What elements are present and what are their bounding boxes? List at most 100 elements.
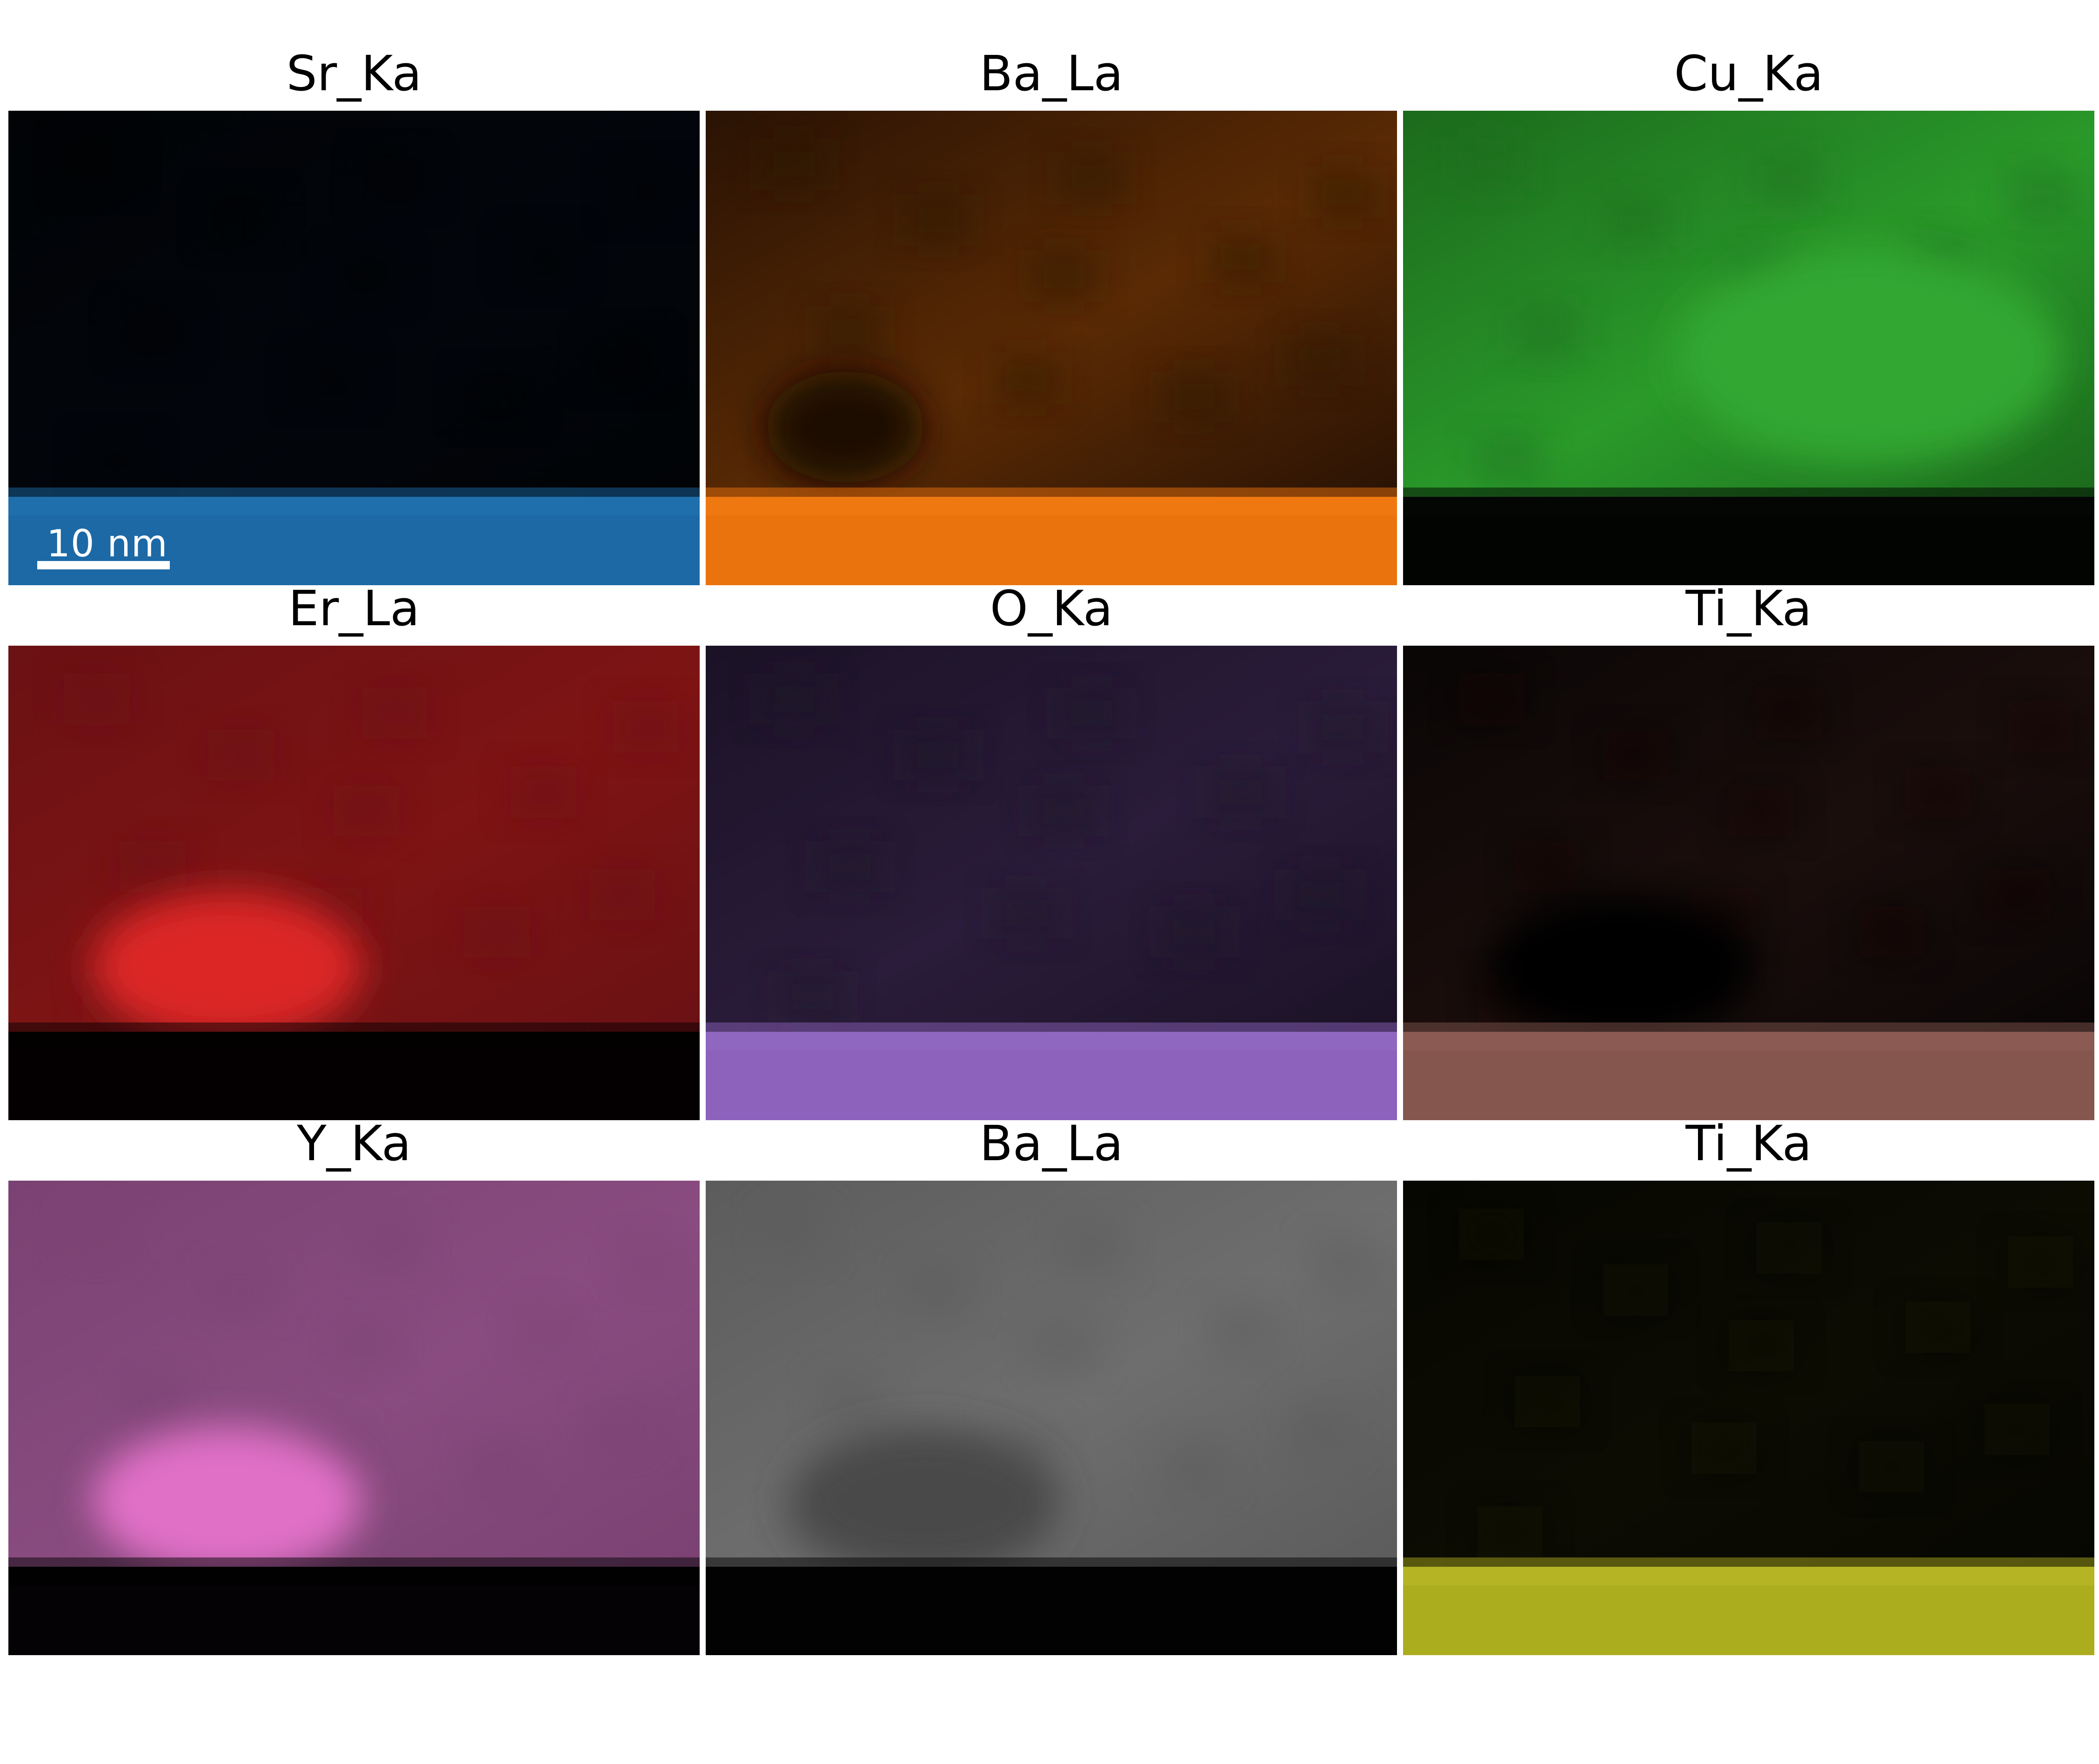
element-map-ti-ka: [1403, 1181, 2094, 1655]
scale-bar-line: [37, 561, 170, 569]
scale-bar: 10 nm: [37, 522, 172, 569]
element-map-y-ka: [8, 1181, 700, 1655]
map-texture: [1515, 841, 1580, 892]
element-map-sr-ka: [8, 111, 700, 585]
map-texture: [1477, 436, 1543, 488]
map-texture: [1905, 1302, 1971, 1353]
map-texture: [1059, 1223, 1124, 1274]
map-texture: [1287, 334, 1352, 385]
map-texture: [1757, 153, 1822, 204]
map-texture: [762, 139, 827, 190]
map-feature: [92, 1427, 362, 1576]
map-feature: [789, 1427, 1059, 1576]
map-texture: [362, 153, 427, 204]
map-texture: [464, 1441, 529, 1492]
map-texture: [1162, 906, 1227, 957]
map-texture: [83, 436, 148, 488]
substrate-band-inner: [8, 1585, 700, 1655]
map-texture: [362, 688, 427, 739]
scale-bar-label: 10 nm: [47, 522, 168, 565]
panel-title-er-la: Er_La: [288, 580, 420, 637]
map-texture: [994, 888, 1059, 939]
map-texture: [817, 306, 882, 357]
map-texture: [1031, 250, 1096, 301]
panel-title-ba-la: Ba_La: [979, 1115, 1123, 1172]
map-texture: [1287, 869, 1352, 920]
map-texture: [208, 194, 274, 246]
map-texture: [464, 371, 529, 422]
map-texture: [906, 194, 971, 246]
map-texture: [120, 1376, 185, 1427]
map-texture: [1757, 688, 1822, 739]
map-texture: [1477, 1506, 1543, 1557]
element-map-image: [8, 1181, 700, 1655]
map-texture: [334, 785, 399, 836]
element-map-ba-la: [706, 111, 1397, 585]
element-map-image: [1403, 111, 2094, 585]
panel-title-ti-ka: Ti_Ka: [1685, 1115, 1812, 1172]
element-map-image: [706, 111, 1397, 585]
map-texture: [613, 702, 678, 753]
map-texture: [334, 250, 399, 301]
map-texture: [762, 1209, 827, 1260]
map-texture: [1603, 194, 1668, 246]
element-map-cu-ka: [1403, 111, 2094, 585]
map-texture: [1459, 1209, 1524, 1260]
element-map-image: [706, 646, 1397, 1120]
map-texture: [208, 1264, 274, 1316]
map-texture: [64, 139, 129, 190]
map-texture: [1691, 1423, 1757, 1474]
map-texture: [1208, 767, 1273, 818]
element-map-image: [1403, 1181, 2094, 1655]
substrate-band-inner: [706, 1050, 1397, 1120]
panel-title-cu-ka: Cu_Ka: [1674, 45, 1824, 102]
map-texture: [2008, 702, 2073, 753]
map-texture: [1859, 1441, 1924, 1492]
map-texture: [613, 167, 678, 218]
map-texture: [590, 869, 655, 920]
panel-title-y-ka: Y_Ka: [297, 1115, 411, 1172]
element-map-image: [1403, 646, 2094, 1120]
substrate-band-inner: [706, 1585, 1397, 1655]
map-texture: [1059, 688, 1124, 739]
map-texture: [1729, 785, 1794, 836]
element-map-er-la: [8, 646, 700, 1120]
element-map-image: [8, 646, 700, 1120]
map-texture: [64, 1209, 129, 1260]
element-map-ba-la: [706, 1181, 1397, 1655]
map-texture: [1310, 167, 1376, 218]
map-texture: [817, 1376, 882, 1427]
substrate-band-inner: [8, 1050, 700, 1120]
map-texture: [464, 906, 529, 957]
map-texture: [1310, 702, 1376, 753]
element-map-o-ka: [706, 646, 1397, 1120]
map-texture: [208, 729, 274, 781]
substrate-band-inner: [1403, 515, 2094, 585]
map-texture: [780, 971, 845, 1022]
substrate-band-inner: [706, 515, 1397, 585]
map-texture: [1208, 1302, 1273, 1353]
map-texture: [590, 334, 655, 385]
map-texture: [1515, 1376, 1580, 1427]
panel-title-o-ka: O_Ka: [990, 580, 1113, 637]
map-texture: [762, 674, 827, 725]
map-texture: [1031, 785, 1096, 836]
element-map-image: [8, 111, 700, 585]
map-texture: [613, 1236, 678, 1288]
map-texture: [1162, 1441, 1227, 1492]
map-texture: [511, 1302, 576, 1353]
map-texture: [1905, 767, 1971, 818]
map-texture: [1059, 153, 1124, 204]
map-texture: [1985, 1404, 2050, 1455]
map-texture: [906, 1264, 971, 1316]
map-texture: [994, 353, 1059, 404]
map-texture: [1310, 1236, 1376, 1288]
substrate-band-inner: [8, 515, 700, 585]
map-feature: [92, 892, 362, 1041]
substrate-band-inner: [1403, 1585, 2094, 1655]
map-texture: [1208, 232, 1273, 283]
map-texture: [1729, 1320, 1794, 1371]
map-texture: [1757, 1223, 1822, 1274]
map-texture: [1287, 1404, 1352, 1455]
map-texture: [1985, 869, 2050, 920]
